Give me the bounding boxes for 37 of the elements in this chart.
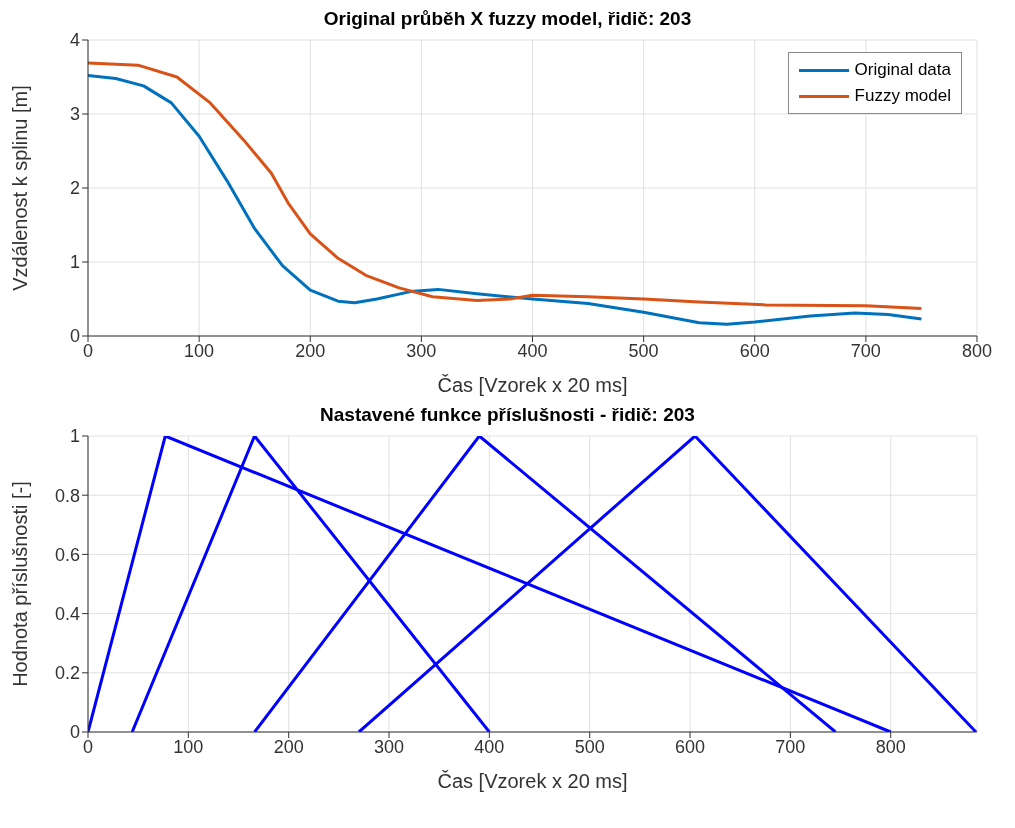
x-tick-label: 100 bbox=[173, 736, 204, 757]
chart-title: Original průběh X fuzzy model, řidič: 203 bbox=[322, 8, 693, 31]
y-tick-label: 0.8 bbox=[54, 485, 80, 506]
x-tick-label: 500 bbox=[574, 736, 605, 757]
x-tick-label: 700 bbox=[850, 340, 881, 361]
x-tick-label: 200 bbox=[273, 736, 304, 757]
y-tick-label: 0.2 bbox=[54, 663, 80, 684]
x-tick-label: 200 bbox=[295, 340, 326, 361]
x-tick-label: 700 bbox=[775, 736, 806, 757]
y-tick-label: 1 bbox=[69, 252, 80, 273]
x-tick-label: 600 bbox=[739, 340, 770, 361]
chart-title: Nastavené funkce příslušnosti - řidič: 203 bbox=[319, 404, 696, 427]
x-tick-label: 100 bbox=[184, 340, 215, 361]
x-tick-label: 800 bbox=[875, 736, 906, 757]
y-tick-label: 0 bbox=[69, 326, 80, 347]
y-tick-label: 1 bbox=[69, 426, 80, 447]
legend-label: Original data bbox=[854, 60, 951, 80]
x-tick-label: 400 bbox=[517, 340, 548, 361]
x-axis-title: Čas [Vzorek x 20 ms] bbox=[437, 374, 628, 396]
x-axis-title: Čas [Vzorek x 20 ms] bbox=[437, 770, 628, 792]
x-tick-label: 800 bbox=[961, 340, 993, 361]
x-tick-label: 0 bbox=[82, 340, 94, 361]
x-tick-label: 300 bbox=[406, 340, 437, 361]
y-axis-title: Hodnota příslušnosti [-] bbox=[9, 481, 32, 687]
x-tick-label: 400 bbox=[474, 736, 505, 757]
y-tick-label: 2 bbox=[69, 178, 80, 199]
x-tick-label: 0 bbox=[82, 736, 94, 757]
legend-label: Fuzzy model bbox=[854, 86, 951, 106]
y-tick-label: 4 bbox=[69, 30, 80, 51]
y-tick-label: 0 bbox=[69, 722, 80, 743]
y-tick-label: 0.6 bbox=[54, 544, 80, 565]
x-tick-label: 300 bbox=[373, 736, 405, 757]
y-tick-label: 0.4 bbox=[54, 603, 80, 624]
y-tick-label: 3 bbox=[69, 104, 80, 125]
x-tick-label: 500 bbox=[628, 340, 659, 361]
y-axis-title: Vzdálenost k splinu [m] bbox=[9, 85, 32, 291]
x-tick-label: 600 bbox=[675, 736, 706, 757]
